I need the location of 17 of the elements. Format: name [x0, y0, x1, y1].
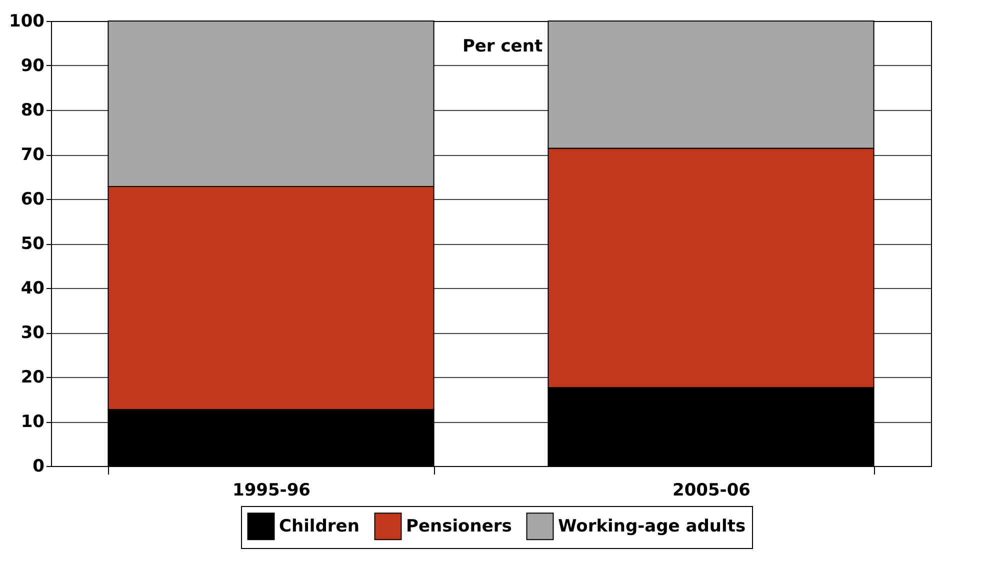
legend-label: Pensioners [406, 516, 512, 536]
y-axis-title: Per cent [462, 36, 543, 56]
y-tick-label: 90 [20, 56, 45, 76]
y-tick-label: 60 [20, 190, 45, 210]
x-tick-label: 2005-06 [672, 480, 751, 500]
legend-label: Working-age adults [558, 516, 746, 536]
y-tick-label: 30 [20, 323, 45, 343]
legend-label: Children [279, 516, 360, 536]
y-tick-label: 100 [9, 12, 45, 32]
y-tick-label: 10 [20, 412, 45, 432]
y-tick-label: 20 [20, 368, 45, 388]
y-tick-label: 50 [20, 234, 45, 254]
y-tick-label: 0 [32, 456, 45, 476]
y-tick-label: 80 [20, 100, 45, 120]
y-tick-label: 40 [20, 278, 45, 298]
y-tick-label: 70 [20, 145, 45, 165]
x-tick-label: 1995-96 [232, 480, 311, 500]
